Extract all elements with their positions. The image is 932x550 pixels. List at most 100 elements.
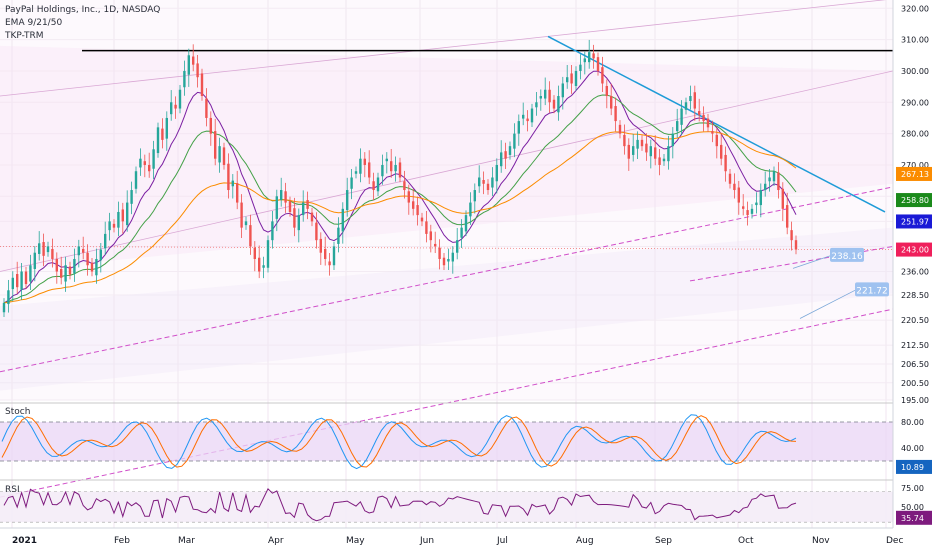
candle-32	[143, 154, 146, 178]
y-tick-1: 310.00	[901, 36, 929, 45]
price-badge-bg-1	[896, 193, 932, 208]
candle-4	[20, 263, 23, 301]
candle-156	[689, 85, 692, 110]
candle-75	[332, 241, 336, 270]
candle-18	[82, 236, 85, 260]
candle-10	[46, 241, 50, 257]
candle-42	[187, 48, 190, 87]
candle-100	[442, 253, 446, 270]
candle-19	[86, 244, 89, 276]
price-badge-3: 243.00	[901, 246, 929, 255]
candle-147	[649, 139, 652, 169]
x-tick-11: Dec	[886, 536, 903, 546]
candle-67	[297, 208, 300, 243]
candle-68	[302, 190, 305, 222]
candle-109	[482, 171, 485, 195]
candle-123	[544, 77, 547, 106]
x-tick-10: Nov	[812, 536, 830, 546]
candle-157	[693, 85, 696, 121]
candle-69	[306, 191, 309, 220]
candle-130	[574, 66, 578, 91]
candle-36	[161, 118, 164, 149]
candle-73	[324, 236, 327, 266]
candle-40	[178, 85, 182, 114]
candle-134	[592, 44, 595, 69]
y-tick-9: 236.00	[901, 268, 929, 277]
candle-6	[29, 254, 32, 291]
candle-65	[288, 196, 292, 217]
candle-79	[350, 169, 353, 200]
candle-52	[231, 174, 234, 199]
candle-148	[654, 135, 657, 166]
candle-8	[38, 231, 41, 261]
candle-89	[394, 156, 397, 182]
candle-112	[495, 158, 498, 194]
candle-121	[535, 91, 538, 116]
rsi-panel-title[interactable]: RSI	[5, 485, 20, 495]
candle-9	[42, 233, 45, 267]
callout-box-1	[830, 247, 864, 262]
candle-60	[266, 235, 270, 273]
candle-23	[104, 221, 107, 255]
candle-163	[720, 132, 723, 166]
rsi-band	[0, 491, 893, 523]
rsi-badge: 35.74	[901, 514, 924, 523]
candle-165	[728, 169, 732, 189]
candle-59	[262, 256, 265, 279]
candle-145	[640, 135, 644, 151]
stoch-panel	[0, 402, 893, 470]
candle-119	[526, 110, 529, 132]
candle-16	[73, 248, 76, 282]
tkp-indicator-label[interactable]: TKP-TRM	[5, 31, 44, 41]
candle-113	[500, 140, 503, 173]
candle-56	[249, 214, 252, 255]
candle-78	[346, 177, 349, 217]
candle-117	[517, 114, 520, 146]
candle-50	[222, 142, 226, 170]
candle-0	[2, 298, 6, 317]
candles	[2, 39, 798, 317]
candle-144	[636, 131, 639, 160]
candle-30	[134, 166, 138, 194]
y-tick-5: 270.00	[901, 161, 929, 170]
candle-96	[425, 211, 428, 243]
callout-238: 238.16	[831, 252, 863, 262]
candle-159	[702, 106, 705, 132]
candle-127	[561, 76, 564, 110]
candle-166	[733, 173, 736, 199]
candle-115	[508, 141, 512, 160]
rsi-tick-1: 50.00	[901, 503, 924, 512]
candle-132	[583, 51, 586, 75]
candle-136	[601, 56, 604, 92]
price-badge-1: 258.80	[901, 196, 929, 205]
candle-178	[786, 192, 789, 235]
x-tick-8: Sep	[655, 536, 672, 546]
trend-fills	[0, 45, 893, 391]
candle-82	[363, 152, 366, 178]
candle-27	[121, 202, 124, 234]
candle-58	[258, 245, 261, 279]
candle-54	[240, 194, 243, 238]
candle-47	[209, 111, 212, 146]
candle-71	[315, 212, 318, 249]
candle-3	[16, 261, 19, 294]
ema-indicator-label[interactable]: EMA 9/21/50	[5, 18, 63, 28]
candle-176	[777, 162, 780, 199]
candle-66	[293, 197, 296, 237]
candle-26	[117, 201, 120, 237]
y-tick-13: 206.50	[901, 360, 929, 369]
stoch-panel-title[interactable]: Stoch	[5, 407, 31, 417]
candle-161	[711, 120, 714, 143]
y-tick-11: 220.50	[901, 316, 929, 325]
candle-141	[623, 124, 626, 155]
rsi-tick-0: 75.00	[901, 484, 924, 493]
candle-24	[108, 212, 111, 241]
rsi-panel	[0, 479, 893, 523]
candle-21	[95, 248, 98, 284]
candle-118	[522, 102, 525, 126]
candle-111	[491, 167, 494, 196]
candle-62	[275, 189, 278, 232]
candle-107	[473, 183, 476, 214]
callout-221: 221.72	[856, 286, 888, 296]
